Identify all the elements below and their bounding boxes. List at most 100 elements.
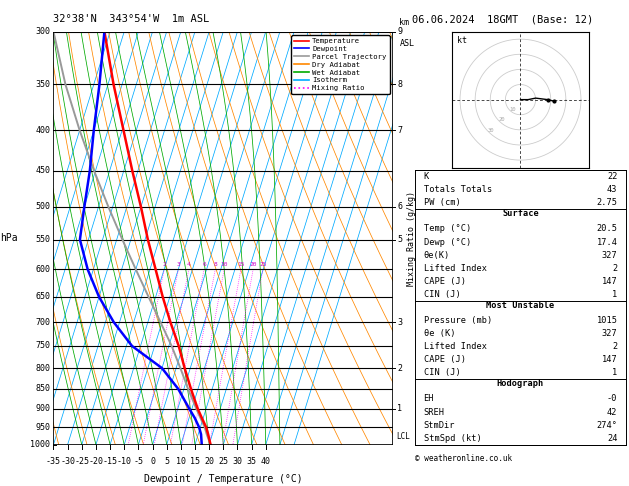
Text: 20: 20: [499, 118, 505, 122]
Text: 8: 8: [213, 262, 217, 267]
Text: 1000: 1000: [30, 440, 50, 449]
Text: 8: 8: [397, 80, 402, 89]
Text: 40: 40: [261, 457, 270, 466]
Text: 2: 2: [162, 262, 166, 267]
Text: Temp (°C): Temp (°C): [423, 225, 471, 233]
Text: 850: 850: [35, 384, 50, 394]
Text: 147: 147: [602, 355, 618, 364]
Text: Dewpoint / Temperature (°C): Dewpoint / Temperature (°C): [144, 474, 303, 484]
Text: 30: 30: [488, 128, 494, 133]
Text: 0: 0: [150, 457, 155, 466]
Text: kt: kt: [457, 35, 467, 45]
Text: 22: 22: [607, 172, 618, 181]
Text: 750: 750: [35, 342, 50, 350]
Text: 3: 3: [397, 318, 402, 327]
Text: PW (cm): PW (cm): [423, 198, 460, 208]
Text: 500: 500: [35, 202, 50, 211]
Text: 25: 25: [259, 262, 267, 267]
Text: -35: -35: [46, 457, 61, 466]
Text: 10: 10: [509, 106, 516, 111]
Text: -15: -15: [103, 457, 118, 466]
Text: 5: 5: [397, 235, 402, 244]
Text: 17.4: 17.4: [596, 238, 618, 246]
Text: CIN (J): CIN (J): [423, 368, 460, 377]
Text: 10: 10: [220, 262, 228, 267]
Text: 43: 43: [607, 185, 618, 194]
Text: 2: 2: [612, 264, 618, 273]
Text: Lifted Index: Lifted Index: [423, 264, 487, 273]
Text: θe (K): θe (K): [423, 329, 455, 338]
Text: 650: 650: [35, 293, 50, 301]
Text: 20.5: 20.5: [596, 225, 618, 233]
Text: 800: 800: [35, 364, 50, 373]
Text: θe(K): θe(K): [423, 251, 450, 260]
Text: 24: 24: [607, 434, 618, 443]
Text: Surface: Surface: [502, 209, 539, 218]
Text: SREH: SREH: [423, 407, 445, 417]
Text: 15: 15: [237, 262, 245, 267]
Text: 7: 7: [397, 126, 402, 135]
Text: K: K: [423, 172, 429, 181]
Text: ASL: ASL: [399, 39, 415, 48]
Text: EH: EH: [423, 395, 434, 403]
Text: Pressure (mb): Pressure (mb): [423, 316, 492, 325]
Text: LCL: LCL: [396, 432, 409, 440]
Text: 4: 4: [187, 262, 191, 267]
Text: 20: 20: [249, 262, 257, 267]
Text: Dewp (°C): Dewp (°C): [423, 238, 471, 246]
Text: 327: 327: [602, 251, 618, 260]
Text: 30: 30: [233, 457, 242, 466]
Text: -0: -0: [607, 395, 618, 403]
Text: Hodograph: Hodograph: [497, 380, 544, 388]
Text: -30: -30: [60, 457, 75, 466]
Text: 25: 25: [218, 457, 228, 466]
Text: 9: 9: [397, 27, 402, 36]
Text: hPa: hPa: [1, 233, 18, 243]
Text: 950: 950: [35, 423, 50, 432]
Text: 20: 20: [204, 457, 214, 466]
Text: 6: 6: [202, 262, 206, 267]
Text: 2.75: 2.75: [596, 198, 618, 208]
Text: Mixing Ratio (g/kg): Mixing Ratio (g/kg): [408, 191, 416, 286]
Text: 1: 1: [612, 290, 618, 299]
Text: 15: 15: [190, 457, 200, 466]
Text: -5: -5: [133, 457, 143, 466]
Text: -25: -25: [74, 457, 89, 466]
Text: 3: 3: [177, 262, 181, 267]
Text: Most Unstable: Most Unstable: [486, 301, 555, 310]
Text: 1: 1: [397, 404, 402, 413]
Text: 550: 550: [35, 235, 50, 244]
Text: 42: 42: [607, 407, 618, 417]
Text: StmDir: StmDir: [423, 420, 455, 430]
Text: 900: 900: [35, 404, 50, 413]
Text: 350: 350: [35, 80, 50, 89]
Text: -20: -20: [89, 457, 103, 466]
Text: CAPE (J): CAPE (J): [423, 277, 465, 286]
Text: 450: 450: [35, 166, 50, 175]
Text: 274°: 274°: [596, 420, 618, 430]
Text: km: km: [399, 17, 409, 27]
Text: 327: 327: [602, 329, 618, 338]
Text: 300: 300: [35, 27, 50, 36]
Text: CIN (J): CIN (J): [423, 290, 460, 299]
Text: © weatheronline.co.uk: © weatheronline.co.uk: [415, 454, 512, 464]
Text: 1015: 1015: [596, 316, 618, 325]
Text: 600: 600: [35, 265, 50, 274]
Text: 2: 2: [397, 364, 402, 373]
Text: 10: 10: [176, 457, 186, 466]
Text: 700: 700: [35, 318, 50, 327]
Text: StmSpd (kt): StmSpd (kt): [423, 434, 481, 443]
Legend: Temperature, Dewpoint, Parcel Trajectory, Dry Adiabat, Wet Adiabat, Isotherm, Mi: Temperature, Dewpoint, Parcel Trajectory…: [291, 35, 389, 94]
Text: 32°38'N  343°54'W  1m ASL: 32°38'N 343°54'W 1m ASL: [53, 14, 209, 24]
Text: 400: 400: [35, 126, 50, 135]
Text: 6: 6: [397, 202, 402, 211]
Text: 147: 147: [602, 277, 618, 286]
Text: 5: 5: [164, 457, 169, 466]
Text: CAPE (J): CAPE (J): [423, 355, 465, 364]
Text: Lifted Index: Lifted Index: [423, 342, 487, 351]
Text: 1: 1: [612, 368, 618, 377]
Text: Totals Totals: Totals Totals: [423, 185, 492, 194]
Text: -10: -10: [117, 457, 131, 466]
Text: 06.06.2024  18GMT  (Base: 12): 06.06.2024 18GMT (Base: 12): [412, 14, 593, 24]
Text: 2: 2: [612, 342, 618, 351]
